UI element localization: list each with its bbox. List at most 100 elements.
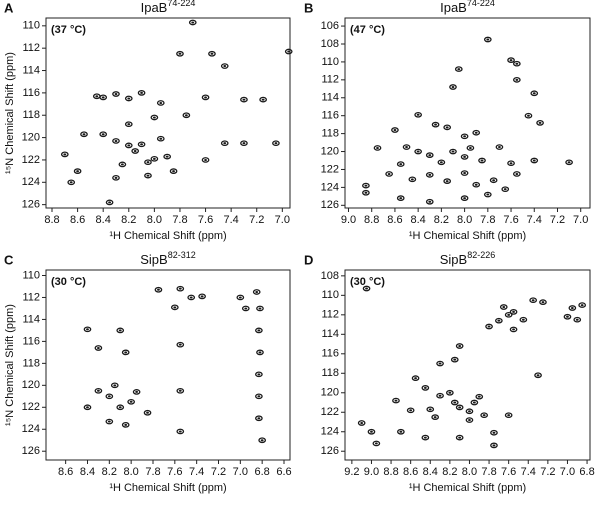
peak-core: [498, 146, 501, 149]
peak: [450, 356, 459, 363]
peak: [121, 422, 130, 428]
peak-core: [159, 101, 163, 104]
peak-core: [451, 86, 455, 89]
peak: [198, 293, 206, 300]
peak-core: [428, 200, 432, 203]
peak-core: [113, 384, 117, 387]
peak-core: [445, 180, 449, 183]
y-tick-label: 110: [22, 20, 40, 32]
y-tick-label: 110: [321, 289, 339, 301]
x-tick-label: 7.8: [145, 466, 160, 478]
peak-core: [287, 50, 291, 53]
peak: [255, 371, 263, 378]
peak-core: [76, 170, 80, 173]
peak-core: [135, 390, 139, 393]
panel: C SipB82-312 (30 °C) 8.6 8.4 8.2 8.0 7.8 7.6 7.4 7…: [4, 250, 292, 494]
y-tick-label: 114: [321, 92, 339, 104]
peak-core: [414, 377, 417, 380]
peak: [396, 195, 405, 201]
x-tick-label: 7.6: [503, 214, 518, 226]
peak: [94, 387, 103, 394]
peak: [284, 48, 293, 55]
peak: [132, 389, 141, 395]
peak: [507, 57, 515, 63]
peak: [455, 343, 464, 349]
peak-core: [360, 421, 364, 424]
peak: [509, 309, 518, 315]
peak: [460, 195, 469, 201]
x-tick-label: 7.6: [167, 466, 182, 478]
peak: [150, 155, 159, 162]
peak-core: [458, 345, 462, 347]
peak-core: [438, 394, 442, 397]
peak-core: [399, 163, 403, 166]
panel: B IpaB74-224 (47 °C) 9.0 8.8 8.6 8.4 8.2 8.0 7.8 7…: [304, 0, 591, 242]
panel-label: C: [4, 252, 14, 267]
peak-core: [133, 150, 137, 152]
y-tick-label: 122: [22, 401, 40, 413]
peak: [105, 199, 114, 206]
peak: [83, 326, 92, 333]
x-tick-label: 7.2: [249, 214, 264, 226]
peak-core: [428, 173, 432, 176]
y-tick-label: 124: [22, 176, 40, 188]
peak-core: [178, 343, 182, 346]
peak-core: [260, 439, 264, 442]
peak: [110, 382, 119, 389]
peak: [150, 114, 159, 121]
peak: [176, 341, 185, 348]
peak-core: [531, 299, 535, 302]
peak-core: [274, 142, 278, 145]
y-tick-label: 120: [321, 387, 339, 399]
peak-core: [127, 123, 131, 126]
x-tick-label: 7.0: [275, 214, 290, 226]
peak: [480, 412, 489, 419]
x-axis-label: ¹H Chemical Shift (ppm): [409, 482, 526, 494]
peak: [470, 399, 479, 406]
peak: [362, 189, 370, 196]
y-tick-label: 118: [22, 357, 40, 369]
peak: [362, 182, 370, 189]
y-tick-label: 112: [321, 309, 339, 321]
y-tick-label: 126: [22, 445, 40, 457]
peak: [512, 76, 521, 83]
x-tick-label: 7.4: [527, 214, 542, 226]
peak-core: [423, 386, 427, 389]
peak-core: [503, 188, 507, 191]
panel-title: SipB82-312: [140, 250, 196, 267]
peak-core: [257, 417, 261, 420]
peak: [483, 36, 492, 43]
peak: [504, 311, 513, 318]
peak: [565, 159, 573, 166]
peak-core: [63, 153, 67, 156]
peak-core: [114, 176, 118, 179]
peak-core: [223, 142, 227, 145]
peak: [60, 151, 69, 158]
y-tick-label: 116: [22, 335, 40, 347]
peak-core: [97, 346, 100, 349]
x-tick-label: 8.6: [403, 466, 418, 478]
peak-core: [428, 154, 432, 157]
x-tick-label: 8.0: [147, 214, 162, 226]
peak-core: [165, 155, 169, 158]
peak-core: [463, 135, 466, 138]
panel-title: SipB82-226: [440, 250, 496, 267]
peak-core: [238, 296, 242, 299]
peak-core: [536, 374, 540, 377]
peak: [443, 178, 452, 184]
x-tick-label: 7.4: [189, 466, 204, 478]
peak: [124, 142, 133, 149]
title-superscript: 74-224: [167, 0, 195, 8]
x-tick-label: 9.0: [364, 466, 379, 478]
peak-core: [257, 395, 261, 398]
peak-core: [129, 400, 133, 403]
x-tick-label: 7.0: [560, 466, 575, 478]
y-tick-label: 124: [321, 181, 339, 193]
peak: [176, 387, 185, 394]
peak-core: [152, 116, 156, 119]
panel-label: A: [4, 0, 14, 15]
peak-core: [453, 401, 457, 404]
peak: [241, 305, 250, 312]
panel-label: B: [304, 0, 313, 15]
